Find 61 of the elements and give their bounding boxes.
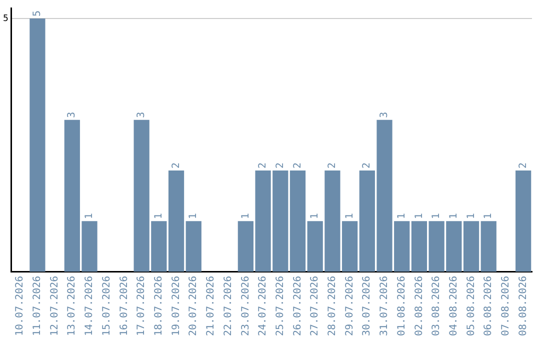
data-label: 1 xyxy=(466,213,477,220)
data-label: 2 xyxy=(327,162,338,168)
bar xyxy=(30,18,46,272)
x-tick-label: 01.08.2026 xyxy=(396,276,408,336)
data-label: 1 xyxy=(396,213,408,220)
x-tick-label: 12.07.2026 xyxy=(49,276,60,336)
data-label: 1 xyxy=(310,213,321,220)
data-label: 1 xyxy=(240,213,252,220)
data-label: 2 xyxy=(518,162,529,168)
x-tick-label: 08.08.2026 xyxy=(518,276,529,336)
x-tick-label: 15.07.2026 xyxy=(101,276,112,336)
data-label: 2 xyxy=(274,162,286,168)
data-label: 5 xyxy=(32,10,44,17)
data-label: 1 xyxy=(344,213,356,220)
bar xyxy=(290,170,306,272)
x-tick-label: 25.07.2026 xyxy=(274,276,286,336)
x-tick-label: 29.07.2026 xyxy=(344,276,356,336)
x-tick-label: 04.08.2026 xyxy=(448,276,460,336)
x-tick-label: 21.07.2026 xyxy=(206,276,217,336)
data-label: 1 xyxy=(188,213,200,220)
data-label: 2 xyxy=(258,162,269,168)
x-tick-label: 23.07.2026 xyxy=(240,276,252,336)
bar xyxy=(480,221,496,272)
data-label: 1 xyxy=(431,213,442,220)
x-tick-label: 13.07.2026 xyxy=(66,276,78,336)
bar xyxy=(516,170,532,272)
x-tick-label: 22.07.2026 xyxy=(222,276,234,336)
x-tick-label: 11.07.2026 xyxy=(32,276,44,336)
bar xyxy=(168,170,184,272)
x-tick-label: 20.07.2026 xyxy=(188,276,200,336)
x-tick-label: 18.07.2026 xyxy=(154,276,165,336)
x-tick-label: 07.08.2026 xyxy=(500,276,512,336)
x-tick-label: 05.08.2026 xyxy=(466,276,477,336)
x-tick-label: 17.07.2026 xyxy=(136,276,148,336)
data-label: 1 xyxy=(154,213,165,220)
x-tick-label: 10.07.2026 xyxy=(14,276,26,336)
data-label: 1 xyxy=(448,213,460,220)
x-tick-label: 03.08.2026 xyxy=(431,276,442,336)
x-tick-label: 28.07.2026 xyxy=(327,276,338,336)
data-label: 2 xyxy=(292,162,304,168)
data-label: 3 xyxy=(136,112,148,118)
data-label: 1 xyxy=(483,213,494,220)
x-tick-label: 24.07.2026 xyxy=(258,276,269,336)
x-tick-label: 19.07.2026 xyxy=(170,276,182,336)
x-tick-label: 26.07.2026 xyxy=(292,276,304,336)
data-label: 2 xyxy=(170,162,182,168)
data-label: 1 xyxy=(84,213,96,220)
x-tick-label: 31.07.2026 xyxy=(379,276,390,336)
bar xyxy=(186,221,202,272)
x-tick-label: 02.08.2026 xyxy=(414,276,425,336)
x-tick-label: 06.08.2026 xyxy=(483,276,494,336)
data-label: 1 xyxy=(414,213,425,220)
x-tick-label: 30.07.2026 xyxy=(362,276,373,336)
bar xyxy=(463,221,480,272)
data-label: 2 xyxy=(362,162,373,168)
data-label: 3 xyxy=(379,112,390,118)
x-tick-label: 27.07.2026 xyxy=(310,276,321,336)
x-tick-label: 14.07.2026 xyxy=(84,276,96,336)
bar xyxy=(411,221,428,272)
data-label: 3 xyxy=(66,112,78,118)
x-tick-label: 16.07.2026 xyxy=(118,276,130,336)
